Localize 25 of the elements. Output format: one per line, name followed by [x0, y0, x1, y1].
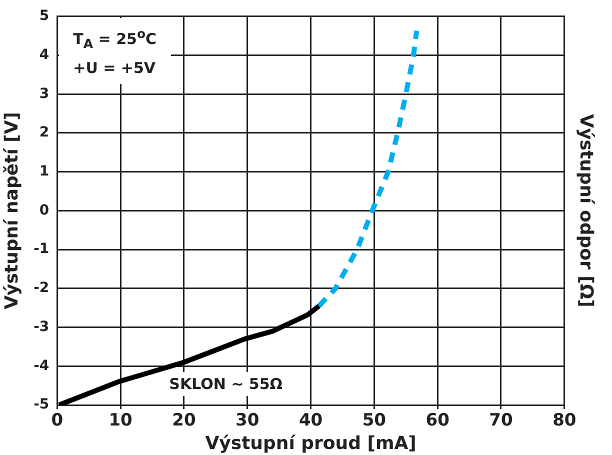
y-tick-label: -3: [34, 318, 50, 335]
y-tick-label: 3: [39, 86, 50, 102]
y-axis-title: Výstupní napětí [V]: [1, 112, 22, 310]
x-tick-label: 20: [172, 410, 196, 431]
x-axis-title: Výstupní proud [mA]: [205, 432, 416, 454]
y-tick-label: -5: [34, 396, 50, 413]
annotation: T$_{A}$ = 25$^{o}$C: [59, 18, 171, 60]
annotation: +U = +5V: [59, 52, 170, 84]
y-tick-label: 5: [39, 8, 50, 24]
x-tick-label: 40: [298, 410, 323, 431]
annotation: SKLON ~ 55Ω: [165, 372, 287, 396]
x-tick-label: 60: [426, 410, 450, 431]
y-tick-label: -2: [34, 280, 50, 296]
x-tick-label: 30: [236, 410, 260, 431]
y-tick-label: 1: [39, 163, 50, 180]
y-tick-label: 4: [39, 46, 50, 63]
y-tick-label: -1: [34, 241, 50, 258]
y-tick-label: 0: [39, 202, 50, 218]
y-tick-label: 2: [39, 124, 50, 141]
y-tick-label: -4: [34, 358, 50, 374]
x-tick-label: 50: [362, 410, 386, 431]
x-tick-label: 10: [108, 410, 133, 431]
y2-axis-title: Výstupní odpor [Ω]: [576, 114, 597, 308]
x-tick-label: 70: [489, 410, 513, 431]
x-tick-label: 80: [552, 410, 576, 431]
